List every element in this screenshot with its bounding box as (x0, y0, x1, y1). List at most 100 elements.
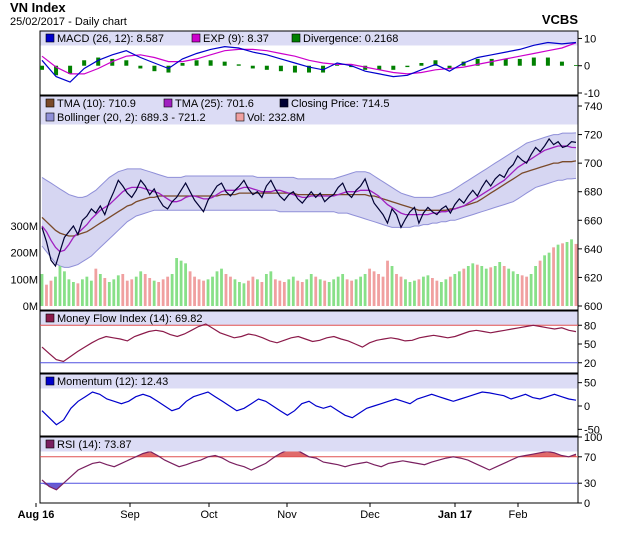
volume-bar (242, 283, 246, 306)
divergence-bar (264, 65, 269, 70)
divergence-bar (110, 58, 115, 66)
volume-bar (484, 268, 488, 306)
volume-bar (278, 280, 282, 306)
volume-bar (121, 274, 125, 306)
volume-bar (386, 260, 389, 306)
momentum-ytick-label: 50 (584, 378, 596, 390)
macd-line (41, 41, 577, 83)
volume-bar (417, 279, 421, 306)
volume-bar (58, 266, 62, 306)
divergence-bar (517, 58, 522, 66)
volume-bar (264, 274, 268, 306)
volume-bar (453, 274, 457, 306)
divergence-bar (391, 65, 396, 70)
volume-bar (148, 278, 152, 306)
price-legend-swatch (279, 98, 289, 108)
divergence-bar (419, 63, 424, 66)
volume-bar (399, 276, 403, 306)
volume-bar (175, 258, 179, 306)
divergence-bar (377, 65, 382, 70)
volume-bar (480, 266, 484, 306)
divergence-bar (321, 65, 326, 73)
money-flow-panel: Money Flow Index (14): 69.82 80 50 20 (39, 310, 596, 374)
divergence-bar (166, 65, 171, 73)
macd-legend-label: Divergence: 0.2168 (303, 33, 398, 45)
volume-bar (345, 279, 349, 306)
price-legend-swatch (45, 112, 55, 122)
volume-bar (457, 271, 461, 306)
bollinger-upper-line (41, 132, 577, 198)
volume-bar (296, 280, 300, 306)
volume-bar (67, 279, 71, 306)
macd-legend-label: EXP (9): 8.37 (203, 33, 269, 45)
volume-bar (318, 279, 322, 306)
volume-bar (282, 282, 286, 306)
divergence-bar (194, 60, 199, 66)
month-label: Oct (200, 509, 217, 521)
mfi-line (41, 323, 577, 363)
price-legend-band-2 (40, 110, 578, 125)
volume-bar (134, 276, 138, 306)
macd-ytick-label: 0 (584, 61, 590, 73)
divergence-bar (208, 60, 213, 66)
divergence-bar (152, 65, 157, 72)
volume-bar (516, 274, 520, 306)
volume-bar (507, 268, 511, 306)
divergence-bar (574, 65, 578, 66)
volume-bar (323, 280, 327, 306)
macd-legend-swatch (291, 33, 301, 43)
divergence-bar (96, 57, 101, 66)
volume-bar (224, 274, 228, 306)
volume-bar (287, 279, 291, 306)
volume-bar (184, 263, 187, 306)
volume-bar (556, 244, 560, 306)
volume-bar (462, 268, 466, 306)
volume-tick-label: 300M (10, 221, 38, 233)
divergence-bar (363, 65, 368, 70)
volume-bar (426, 275, 430, 306)
price-legend-swatch (163, 98, 173, 108)
volume-bar (206, 279, 210, 306)
mfi-ytick-label: 20 (584, 358, 596, 370)
momentum-legend-swatch (45, 376, 55, 386)
rsi-panel: RSI (14): 73.87 100 70 30 0 (39, 432, 602, 510)
bollinger-band (42, 132, 576, 268)
volume-bar (80, 279, 84, 306)
volume-bar (233, 279, 237, 306)
divergence-bar (222, 61, 227, 66)
volume-bar (152, 280, 156, 306)
volume-bar (390, 266, 394, 306)
volume-bar (238, 282, 241, 306)
volume-bar (309, 274, 313, 306)
mfi-legend-swatch (45, 313, 55, 323)
price-legend-swatch (235, 112, 245, 122)
price-legend-label: Vol: 232.8M (247, 112, 305, 124)
momentum-line (41, 391, 577, 426)
volume-bar (98, 274, 102, 306)
volume-bar (103, 278, 107, 306)
volume-bar (40, 274, 44, 306)
price-ytick-label: 600 (584, 301, 602, 313)
price-ytick-label: 740 (584, 101, 602, 113)
volume-bar (107, 282, 111, 306)
volume-bar (139, 271, 143, 306)
rsi-overbought-fill (42, 448, 576, 457)
rsi-ytick-label: 70 (584, 452, 596, 464)
price-ytick-label: 660 (584, 215, 602, 227)
month-label: Aug 16 (18, 509, 55, 521)
volume-bar (72, 282, 75, 306)
chart-subtitle: 25/02/2017 - Daily chart (10, 16, 127, 28)
price-ytick-label: 640 (584, 244, 602, 256)
volume-bar (448, 276, 452, 306)
volume-bar (202, 280, 205, 306)
volume-bar (157, 282, 161, 306)
volume-bar (534, 266, 538, 306)
divergence-bar (82, 60, 87, 66)
volume-bar (444, 279, 448, 306)
rsi-ytick-label: 30 (584, 478, 596, 490)
volume-bar (291, 276, 295, 306)
volume-bar (130, 279, 134, 306)
volume-bar (502, 266, 506, 306)
price-ytick-label: 620 (584, 272, 602, 284)
